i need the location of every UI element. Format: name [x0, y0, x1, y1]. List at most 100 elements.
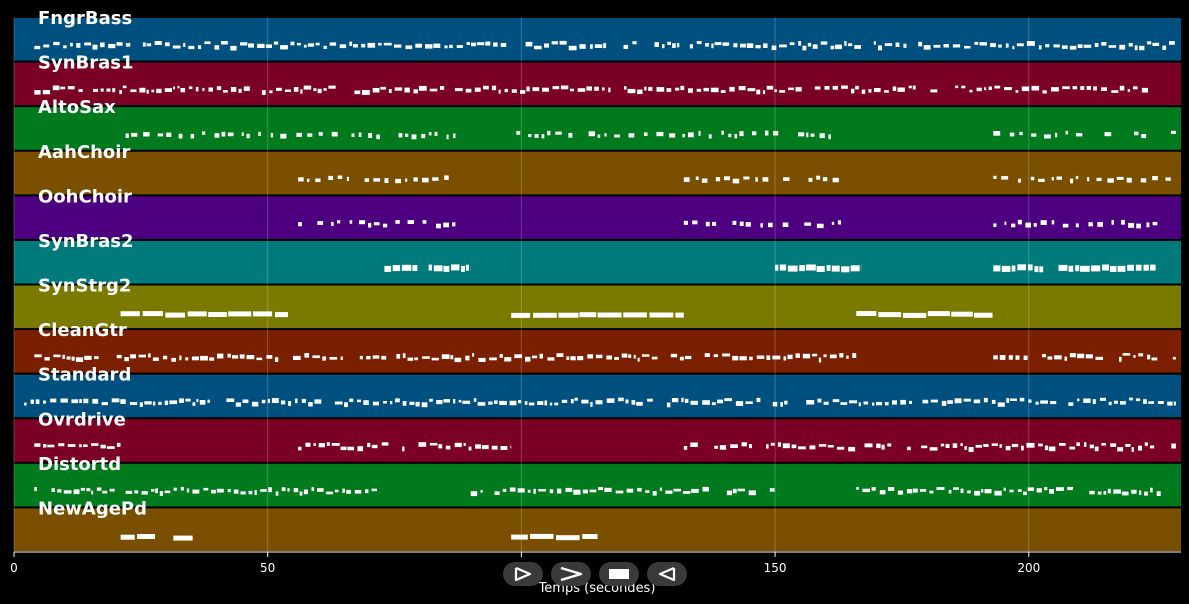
- note: [1110, 443, 1117, 447]
- note: [238, 88, 242, 93]
- note: [91, 443, 99, 446]
- note: [465, 88, 472, 93]
- note: [1151, 357, 1158, 361]
- note: [627, 88, 636, 94]
- note: [281, 487, 286, 492]
- note: [1135, 264, 1142, 271]
- note: [269, 90, 273, 94]
- note: [922, 399, 929, 404]
- note: [1056, 487, 1064, 491]
- note: [475, 444, 482, 449]
- track-notes-ovrdrive: [34, 442, 1176, 452]
- note: [1103, 491, 1107, 495]
- note: [1146, 222, 1150, 228]
- note: [57, 489, 62, 493]
- note: [137, 534, 155, 539]
- note: [941, 400, 947, 406]
- note: [724, 398, 732, 402]
- note: [1133, 86, 1138, 90]
- fast-forward-button[interactable]: [551, 562, 591, 586]
- note: [92, 44, 98, 50]
- note: [1008, 355, 1013, 360]
- note: [270, 133, 274, 138]
- note: [782, 222, 789, 227]
- note: [1119, 44, 1126, 50]
- note: [559, 40, 567, 45]
- note: [221, 131, 226, 137]
- note: [381, 355, 387, 360]
- note: [955, 85, 959, 89]
- note: [368, 133, 373, 138]
- note: [511, 534, 528, 540]
- note: [489, 357, 497, 361]
- note: [402, 353, 406, 358]
- note: [428, 264, 432, 271]
- note: [940, 443, 945, 447]
- note: [806, 400, 815, 405]
- play-button[interactable]: [503, 562, 543, 586]
- note: [112, 88, 116, 93]
- note: [251, 401, 259, 407]
- note: [329, 357, 338, 360]
- note: [881, 444, 885, 450]
- note: [195, 86, 199, 92]
- note: [303, 44, 307, 48]
- note: [595, 354, 603, 359]
- note: [969, 89, 973, 93]
- note: [84, 355, 92, 360]
- note: [695, 176, 699, 180]
- note: [445, 445, 451, 450]
- note: [421, 133, 426, 139]
- note: [823, 354, 827, 358]
- note: [461, 265, 465, 272]
- note: [1027, 264, 1033, 271]
- note: [261, 90, 266, 95]
- note: [340, 356, 343, 360]
- note: [1027, 487, 1034, 491]
- track-label: Distortd: [38, 454, 121, 475]
- note: [581, 399, 589, 404]
- note: [307, 178, 310, 182]
- note: [1054, 355, 1062, 360]
- note: [367, 42, 376, 48]
- note: [552, 86, 560, 90]
- note: [1080, 265, 1090, 272]
- x-tick-label: 50: [260, 561, 275, 575]
- note: [241, 132, 244, 136]
- note: [671, 398, 679, 403]
- note: [1070, 178, 1074, 184]
- note: [235, 402, 241, 407]
- note: [828, 134, 831, 140]
- note: [43, 44, 50, 48]
- note: [918, 41, 923, 47]
- note: [331, 131, 338, 137]
- rewind-button[interactable]: [647, 562, 687, 586]
- note: [466, 42, 470, 45]
- note: [34, 90, 41, 95]
- note: [265, 44, 272, 48]
- note: [993, 131, 1001, 136]
- note: [837, 220, 841, 225]
- note: [71, 356, 75, 361]
- note: [311, 487, 315, 491]
- note: [644, 86, 647, 91]
- note: [216, 488, 224, 493]
- note: [60, 86, 66, 90]
- note: [463, 443, 466, 446]
- note: [1049, 489, 1054, 494]
- note: [313, 88, 317, 92]
- note: [232, 355, 239, 359]
- note: [298, 222, 302, 227]
- note: [422, 356, 430, 359]
- note: [788, 87, 794, 91]
- note: [438, 444, 443, 449]
- note: [1009, 132, 1015, 137]
- track-lane-cleangtr: [14, 330, 1181, 373]
- note: [1042, 90, 1047, 94]
- note: [933, 44, 941, 48]
- stop-button[interactable]: [599, 562, 639, 586]
- note: [1009, 489, 1014, 493]
- note: [1147, 354, 1151, 360]
- note: [462, 400, 471, 404]
- note: [1143, 264, 1149, 271]
